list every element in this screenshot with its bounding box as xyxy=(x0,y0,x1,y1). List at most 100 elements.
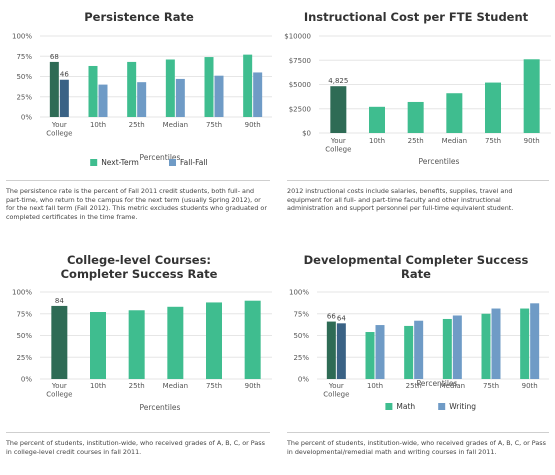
bar-next-term xyxy=(127,61,137,117)
bar-next-term xyxy=(204,57,214,117)
chart-title-line: Developmental Completer Success xyxy=(303,253,529,267)
bar-value xyxy=(446,93,463,133)
bar-writing xyxy=(336,323,346,379)
x-tick-label: 90th xyxy=(524,137,540,145)
x-tick-label: 75th xyxy=(485,137,501,145)
x-tick-label: Median xyxy=(442,137,467,145)
x-tick-label: 75th xyxy=(206,121,222,129)
y-tick-label: 75% xyxy=(293,310,309,318)
legend-swatch xyxy=(169,159,176,166)
y-tick-label: $10000 xyxy=(284,33,311,41)
bar-fall-fall xyxy=(253,72,263,117)
data-label: 66 xyxy=(327,313,336,321)
x-axis-title: Percentiles xyxy=(417,379,458,388)
x-tick-label: 10th xyxy=(369,137,385,145)
bar-math xyxy=(520,308,530,379)
y-tick-label: 25% xyxy=(293,354,309,362)
bar-value xyxy=(244,300,261,379)
instructional-cost-panel: Instructional Cost per FTE Student $0 $25… xyxy=(277,0,555,237)
chart-title: Developmental Completer Success Rate xyxy=(277,253,555,281)
data-label: 4,825 xyxy=(328,77,348,85)
bar-value xyxy=(330,86,347,133)
bar-writing xyxy=(530,303,540,379)
y-tick-label: 25% xyxy=(16,354,32,362)
data-label: 64 xyxy=(337,314,346,322)
chart-title-line: Persistence Rate xyxy=(84,10,194,24)
y-tick-label: 50% xyxy=(16,73,32,81)
x-tick-label: 10th xyxy=(367,382,383,390)
y-tick-label: 50% xyxy=(293,332,309,340)
x-tick-label: 25th xyxy=(129,121,145,129)
y-tick-label: 75% xyxy=(16,310,32,318)
x-tick-label: 75th xyxy=(206,382,222,390)
x-axis-title: Percentiles xyxy=(140,403,181,412)
instructional-cost-chart: $0 $2500 $5000 $7500 $10000 4,825 Your College 1… xyxy=(284,33,551,166)
chart-description: The persistence rate is the percent of F… xyxy=(6,180,270,221)
bar-value xyxy=(523,59,540,133)
bar-next-term xyxy=(243,54,253,117)
bar-value xyxy=(407,101,424,133)
y-tick-label: 100% xyxy=(12,33,32,41)
data-label: 68 xyxy=(50,53,59,61)
bar-fall-fall xyxy=(59,79,69,117)
bar-value xyxy=(51,305,68,379)
chart-description: 2012 instructional costs include salarie… xyxy=(287,180,549,213)
bar-next-term xyxy=(49,61,59,117)
y-tick-label: $2500 xyxy=(289,105,311,113)
x-tick-label: Median xyxy=(163,382,188,390)
y-tick-label: 25% xyxy=(16,93,32,101)
bar-math xyxy=(442,318,452,379)
bar-value xyxy=(90,312,106,379)
bar-math xyxy=(481,313,491,379)
bar-math xyxy=(365,332,375,379)
y-tick-label: $0 xyxy=(302,130,311,138)
bar-fall-fall xyxy=(175,78,185,117)
legend-label: Writing xyxy=(449,402,476,411)
x-tick-label: 90th xyxy=(522,382,538,390)
y-tick-label: 0% xyxy=(21,114,32,122)
bar-fall-fall xyxy=(214,75,224,117)
chart-description: The percent of students, institution-wid… xyxy=(287,432,549,456)
bar-fall-fall xyxy=(137,82,147,117)
x-tick-label: Median xyxy=(440,382,465,390)
developmental-panel: Developmental Completer Success Rate 0% 2… xyxy=(277,238,555,475)
x-tick-label: Your College xyxy=(325,137,351,154)
bar-fall-fall xyxy=(98,84,108,117)
x-axis-title: Percentiles xyxy=(419,157,460,166)
y-tick-label: 50% xyxy=(16,332,32,340)
bar-math xyxy=(404,325,414,379)
chart-title-line: College-level Courses: xyxy=(66,253,212,267)
bar-writing xyxy=(452,315,462,379)
x-tick-label: 25th xyxy=(408,137,424,145)
y-tick-label: 0% xyxy=(298,376,309,384)
chart-title: Persistence Rate xyxy=(0,10,278,24)
chart-title-line: Rate xyxy=(401,267,431,281)
bar-next-term xyxy=(165,59,175,117)
bar-value xyxy=(167,306,184,379)
x-tick-label: Median xyxy=(163,121,188,129)
bar-writing xyxy=(491,308,501,379)
legend-label: Next-Term xyxy=(101,158,139,167)
college-level-chart: 0% 25% 50% 75% 100% 84 Your College 10th 25th Medi… xyxy=(12,289,272,412)
chart-title-line: Instructional Cost per FTE Student xyxy=(303,10,529,24)
legend-label: Math xyxy=(396,402,415,411)
y-tick-label: $7500 xyxy=(289,57,311,65)
x-tick-label: 25th xyxy=(406,382,422,390)
y-tick-label: 0% xyxy=(21,376,32,384)
x-tick-label: 25th xyxy=(129,382,145,390)
x-tick-label: 90th xyxy=(245,382,261,390)
persistence-chart: 0% 25% 50% 75% 100% 68 46 Your College 10th 25th Me… xyxy=(12,33,272,167)
legend-swatch xyxy=(385,403,393,410)
developmental-chart: 0% 25% 50% 75% 100% 66 64 Your College 10th 25th Me… xyxy=(289,289,549,411)
college-level-panel: College-level Courses: Completer Success… xyxy=(0,238,278,475)
x-axis-title: Percentiles xyxy=(140,153,181,162)
x-tick-label: 10th xyxy=(90,121,106,129)
y-tick-label: 75% xyxy=(16,53,32,61)
y-tick-label: 100% xyxy=(289,289,309,297)
legend-label: Fall-Fall xyxy=(180,158,207,167)
chart-description: The percent of students, institution-wid… xyxy=(6,432,270,456)
bar-writing xyxy=(375,325,385,379)
legend-swatch xyxy=(438,403,446,410)
y-tick-label: 100% xyxy=(12,289,32,297)
bar-writing xyxy=(414,320,424,379)
